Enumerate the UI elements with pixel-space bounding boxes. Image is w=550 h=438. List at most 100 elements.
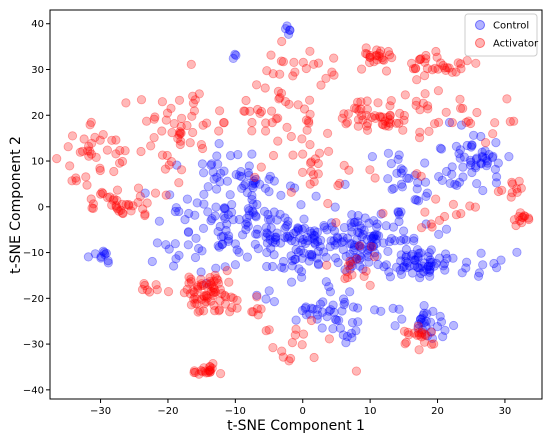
control-point [465,155,475,165]
activator-point [198,280,209,290]
activator-point [205,276,215,287]
activator-point [324,334,334,344]
activator-point [209,284,219,294]
control-point [259,206,270,216]
activator-point [188,286,198,296]
control-point [192,198,202,208]
control-point [512,247,522,257]
activator-point [128,201,138,211]
control-point [455,145,465,155]
control-point [360,213,370,223]
activator-point [342,117,352,127]
activator-point [412,169,422,179]
control-point [457,268,467,278]
activator-point [253,104,263,115]
activator-point [71,173,81,183]
control-point [398,262,408,272]
activator-point [358,115,368,125]
control-point [399,234,409,244]
activator-point [150,188,161,198]
control-point [223,210,233,220]
control-point [490,164,500,174]
control-point [328,324,338,334]
control-point [345,287,355,297]
control-point [326,236,336,246]
control-point [401,263,411,273]
control-point [390,321,400,331]
activator-point [250,172,260,182]
activator-point [144,287,155,297]
activator-point [297,340,307,350]
control-point [357,232,367,242]
control-point [170,239,180,249]
control-point [413,251,423,262]
activator-point [83,146,93,156]
y-tick-label: 10 [31,157,44,168]
activator-point [453,58,463,68]
control-point [441,166,452,177]
control-point [414,319,424,329]
activator-point [190,367,200,377]
control-point [297,305,307,316]
control-point [392,168,402,178]
control-point [293,224,303,234]
activator-point [278,352,288,362]
control-point [419,258,429,268]
control-point [359,225,369,235]
control-point [264,286,274,296]
activator-point [414,330,424,340]
activator-point [399,326,410,336]
control-point [325,305,336,315]
control-point [357,244,367,254]
control-point [416,317,427,327]
activator-point [373,98,383,108]
activator-point [465,201,475,211]
control-point [423,252,433,262]
activator-point [297,134,307,144]
activator-point [340,273,350,284]
activator-point [200,366,210,376]
control-point [244,161,254,171]
activator-point [455,103,466,114]
activator-point [239,106,249,116]
control-point [435,143,445,153]
control-point [432,321,442,332]
control-point [482,156,492,166]
control-point [279,263,289,273]
activator-point [52,154,62,164]
control-point [373,231,384,241]
activator-point [207,363,217,373]
activator-point [193,282,203,292]
activator-point [377,112,388,122]
activator-point [247,117,257,128]
control-point [355,242,365,252]
activator-point [276,88,287,98]
control-point [349,240,360,250]
activator-point [95,165,105,176]
control-point [478,260,488,270]
control-point [283,216,293,226]
activator-point [198,120,208,130]
control-point [333,233,343,243]
control-point [309,234,319,244]
control-point [376,306,386,316]
control-point [325,242,335,252]
activator-point [329,53,339,63]
activator-point [451,210,461,220]
activator-point [379,55,389,65]
control-point [330,202,340,212]
control-point [368,241,378,251]
activator-point [321,73,331,84]
control-point [290,236,300,246]
control-point [241,225,251,235]
control-point [262,247,272,258]
control-point [333,257,343,268]
activator-point [411,96,421,106]
control-point [296,272,307,282]
x-tick-label: 10 [364,406,377,417]
activator-point [266,50,276,60]
activator-point [124,199,134,210]
activator-point [383,112,393,122]
control-point [262,229,273,239]
legend-label-activator: Activator [493,39,539,50]
